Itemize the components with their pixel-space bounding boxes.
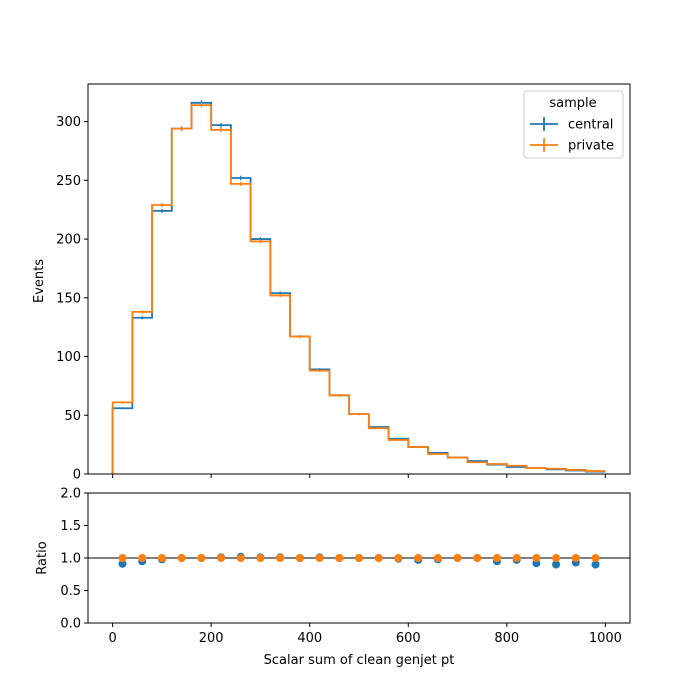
ratio-point-private	[276, 554, 285, 562]
legend-title: sample	[549, 96, 596, 111]
ratio-y-tick-label: 1.0	[60, 552, 81, 567]
main-series-layer	[111, 100, 606, 474]
main-y-tick-label: 250	[56, 174, 81, 189]
ratio-point-central	[552, 560, 561, 569]
ratio-y-tick-label: 0.0	[60, 617, 81, 632]
ratio-point-private	[197, 554, 206, 562]
main-histogram-panel: 0 50 100 150 200 250 300 Events	[32, 83, 631, 483]
ratio-x-tick-label: 600	[396, 631, 421, 646]
ratio-point-private	[177, 554, 186, 562]
ratio-point-private	[295, 554, 304, 562]
main-y-axis-label: Events	[32, 259, 47, 303]
ratio-point-private	[414, 554, 423, 562]
ratio-point-private	[118, 554, 127, 562]
ratio-point-private	[552, 554, 561, 562]
x-axis-label: Scalar sum of clean genjet pt	[264, 653, 455, 668]
ratio-y-ticks: 0.0 0.5 1.0 1.5 2.0	[60, 487, 88, 632]
ratio-series-layer	[118, 552, 600, 569]
ratio-point-private	[236, 554, 245, 562]
main-y-tick-label: 100	[56, 350, 81, 365]
legend-entries: central private	[530, 117, 614, 154]
main-y-tick-label: 0	[73, 468, 81, 483]
main-y-ticks: 0 50 100 150 200 250 300	[56, 115, 88, 483]
ratio-axes-frame	[87, 492, 631, 624]
ratio-y-tick-label: 0.5	[60, 584, 81, 599]
ratio-point-central	[591, 560, 600, 569]
ratio-point-private	[355, 554, 363, 562]
main-y-tick-label: 150	[56, 291, 81, 306]
ratio-point-private	[492, 554, 501, 562]
legend-label-private: private	[568, 139, 614, 154]
ratio-y-tick-label: 1.5	[60, 519, 81, 534]
ratio-point-private	[512, 554, 521, 562]
main-y-tick-label: 200	[56, 233, 81, 248]
ratio-x-tick-label: 800	[494, 631, 519, 646]
ratio-x-ticks: 0 200 400 600 800 1000	[108, 623, 622, 646]
ratio-point-private	[433, 554, 442, 562]
ratio-point-central	[118, 559, 127, 568]
ratio-panel: 0.00.51.01.52.0 0 200 400 600 800 1000 Ratio …	[35, 487, 631, 668]
ratio-point-private	[473, 554, 482, 562]
legend-label-central: central	[568, 118, 613, 133]
ratio-point-private	[217, 554, 226, 562]
ratio-point-private	[315, 554, 324, 562]
ratio-point-private	[394, 554, 403, 562]
ratio-x-tick-label: 0	[108, 631, 116, 646]
ratio-point-private	[532, 554, 541, 562]
ratio-x-tick-label: 1000	[589, 631, 622, 646]
histogram-step-private	[111, 104, 606, 474]
ratio-point-private	[157, 554, 166, 562]
legend-box	[523, 90, 624, 159]
ratio-point-private	[256, 554, 265, 562]
ratio-point-private	[374, 554, 383, 562]
ratio-y-axis-label: Ratio	[35, 541, 50, 574]
ratio-point-private	[138, 554, 147, 562]
ratio-point-private	[571, 554, 580, 562]
ratio-point-private	[591, 554, 600, 562]
legend: sample central private	[523, 90, 624, 159]
ratio-x-tick-label: 400	[297, 631, 322, 646]
main-axes-frame	[87, 83, 631, 475]
ratio-point-private	[335, 554, 344, 562]
ratio-point-private	[453, 554, 462, 562]
ratio-x-tick-label: 200	[199, 631, 224, 646]
main-x-ticks	[112, 474, 606, 478]
main-y-tick-label: 300	[56, 115, 81, 130]
main-y-tick-label: 50	[64, 409, 81, 424]
ratio-y-tick-label: 2.0	[60, 487, 81, 502]
